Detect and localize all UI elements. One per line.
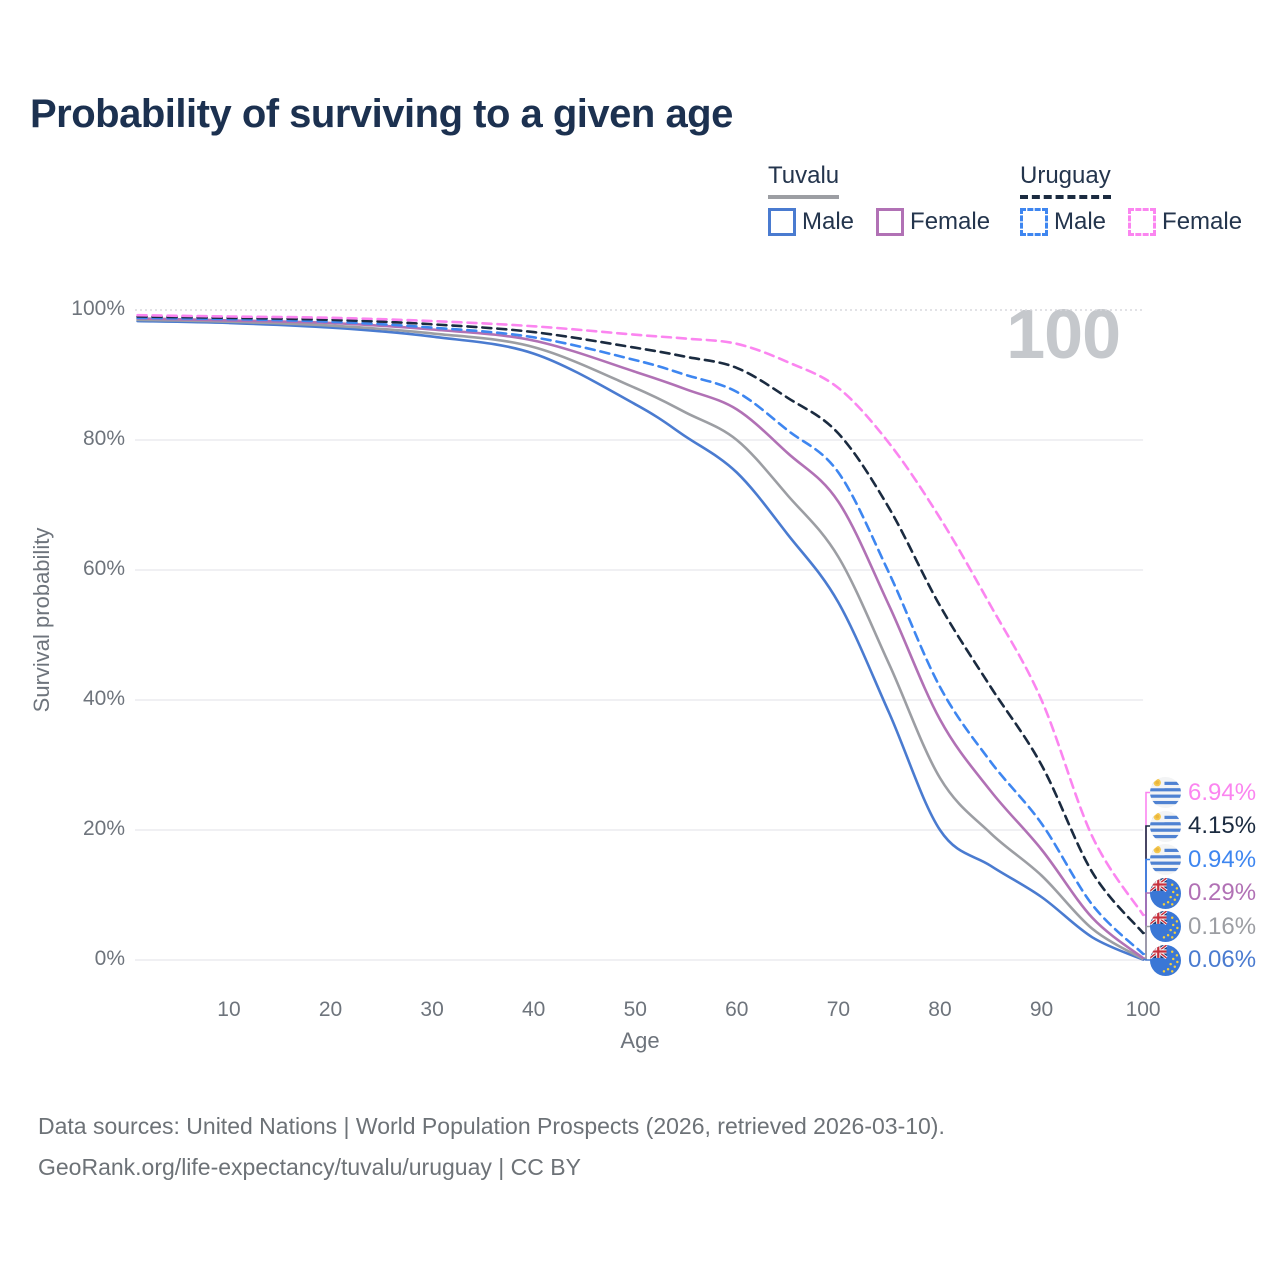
- legend-items-tuvalu: Male Female: [768, 208, 990, 236]
- legend-item-tuvalu-male: Male: [768, 208, 854, 236]
- x-tick-label: 40: [521, 998, 546, 1021]
- legend-item-label: Male: [1054, 208, 1107, 235]
- legend-items-uruguay: Male Female: [1020, 208, 1242, 236]
- y-axis-title: Survival probability: [29, 527, 54, 713]
- x-tick-label: 20: [318, 998, 343, 1021]
- end-label-value: 0.29%: [1188, 879, 1257, 906]
- legend-group-uruguay: Uruguay Male Female: [1020, 162, 1242, 236]
- footer-url-line: GeoRank.org/life-expectancy/tuvalu/urugu…: [38, 1154, 581, 1180]
- gridlines: [135, 309, 1144, 961]
- tuvalu-male-swatch-icon: [768, 208, 796, 236]
- series-line-uruguay-female: [136, 313, 1145, 917]
- x-tick-label: 90: [1029, 998, 1054, 1021]
- y-tick-label: 80%: [82, 427, 125, 450]
- series-end-label-uruguay-both-sexes: 4.15%: [1150, 810, 1256, 842]
- legend-item-label: Male: [802, 208, 855, 235]
- end-label-value: 4.15%: [1188, 812, 1257, 839]
- chart-title: Probability of surviving to a given age: [30, 92, 733, 136]
- series-end-label-tuvalu-female: 0.29%: [1150, 877, 1256, 909]
- legend-item-label: Female: [910, 208, 991, 235]
- legend-group-tuvalu: Tuvalu Male Female: [768, 162, 990, 236]
- x-tick-label: 70: [826, 998, 851, 1021]
- uruguay-flag-icon: [1150, 811, 1181, 842]
- tuvalu-flag-icon: [1150, 878, 1181, 909]
- series-line-uruguay-male: [136, 316, 1145, 956]
- y-tick-label: 40%: [82, 687, 125, 710]
- max-age-watermark: 100: [1006, 295, 1121, 373]
- series-line-tuvalu-both-sexes: [136, 318, 1145, 961]
- uruguay-flag-icon: [1150, 844, 1181, 875]
- series-end-label-tuvalu-both-sexes: 0.16%: [1150, 911, 1256, 943]
- tuvalu-flag-icon: [1150, 911, 1181, 942]
- uruguay-female-swatch-icon: [1128, 208, 1157, 236]
- x-tick-label: 60: [725, 998, 749, 1021]
- legend-item-uruguay-female: Female: [1128, 208, 1242, 236]
- legend-item-uruguay-male: Male: [1020, 208, 1106, 236]
- legend-country-uruguay: Uruguay: [1020, 162, 1111, 199]
- uruguay-flag-icon: [1150, 777, 1181, 808]
- x-tick-label: 10: [217, 998, 241, 1021]
- legend-item-tuvalu-female: Female: [876, 208, 990, 236]
- legend-item-label: Female: [1162, 208, 1243, 235]
- series-line-tuvalu-male: [136, 319, 1145, 961]
- leader-line: [1143, 892, 1152, 959]
- series-end-label-tuvalu-male: 0.06%: [1150, 944, 1256, 976]
- end-label-value: 0.06%: [1188, 946, 1257, 973]
- uruguay-male-swatch-icon: [1020, 208, 1048, 236]
- series-lines: [136, 313, 1145, 961]
- series-line-tuvalu-female: [136, 317, 1145, 960]
- y-tick-label: 60%: [82, 557, 125, 580]
- tuvalu-female-swatch-icon: [876, 208, 905, 236]
- x-axis-title: Age: [620, 1028, 660, 1053]
- end-label-value: 0.16%: [1188, 912, 1257, 940]
- tuvalu-flag-icon: [1150, 945, 1181, 976]
- footer-source-line: Data sources: United Nations | World Pop…: [38, 1113, 945, 1139]
- y-tick-label: 20%: [82, 817, 125, 840]
- y-tick-label: 0%: [94, 947, 125, 970]
- y-tick-label: 100%: [71, 297, 125, 320]
- x-tick-label: 30: [420, 998, 444, 1021]
- x-tick-label: 100: [1125, 998, 1161, 1021]
- x-tick-label: 80: [928, 998, 952, 1021]
- series-end-label-uruguay-female: 6.94%: [1150, 777, 1256, 809]
- series-end-label-uruguay-male: 0.94%: [1150, 844, 1256, 876]
- x-tick-label: 50: [623, 998, 647, 1021]
- end-label-value: 6.94%: [1188, 778, 1257, 806]
- leader-lines: [1143, 791, 1152, 961]
- series-line-uruguay-both-sexes: [136, 315, 1145, 935]
- legend-country-tuvalu: Tuvalu: [768, 162, 840, 199]
- end-label-value: 0.94%: [1188, 845, 1257, 873]
- footer: Data sources: United Nations | World Pop…: [38, 1106, 945, 1188]
